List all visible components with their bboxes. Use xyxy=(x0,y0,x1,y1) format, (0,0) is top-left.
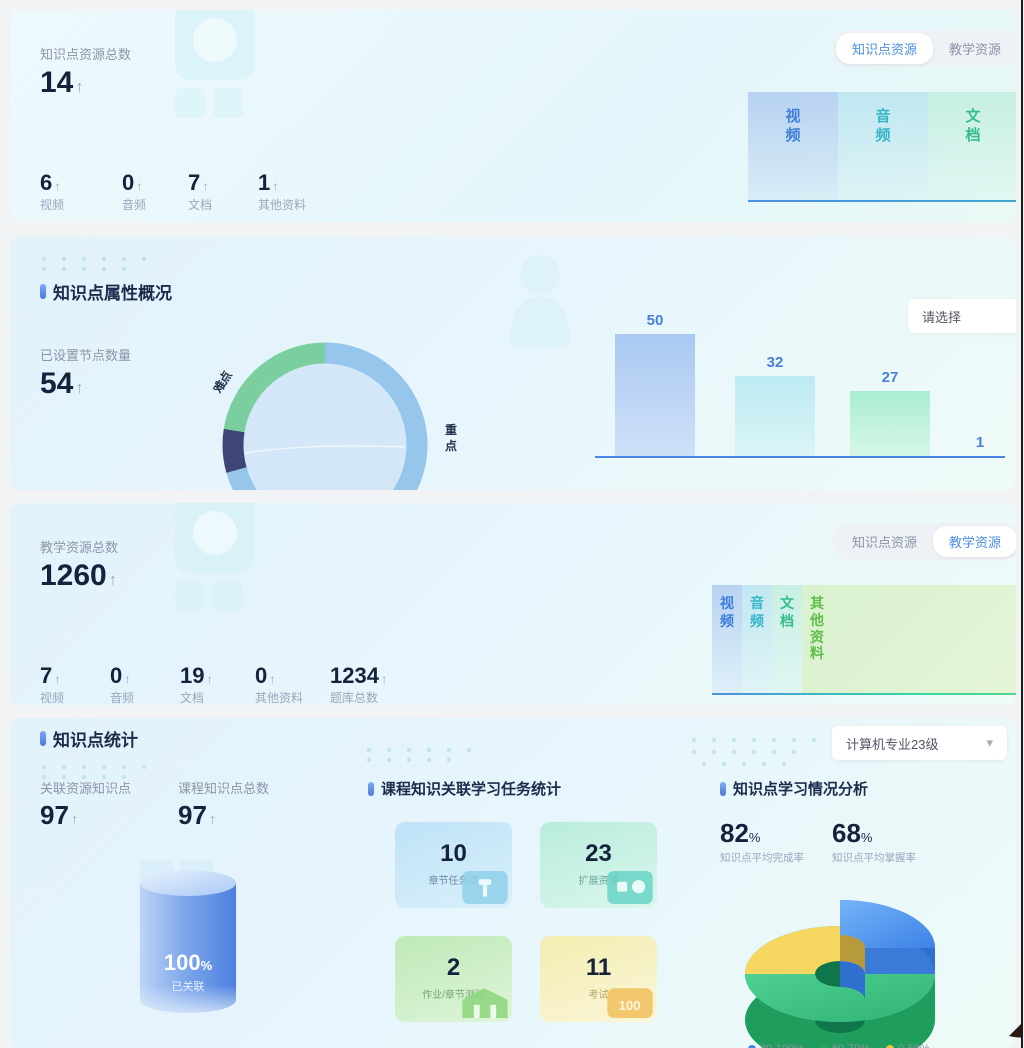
svg-text:已关联: 已关联 xyxy=(172,979,205,993)
svg-text:32: 32 xyxy=(767,354,784,371)
svg-text:27: 27 xyxy=(882,369,899,386)
svg-text:1: 1 xyxy=(976,434,984,451)
svg-text:100: 100 xyxy=(619,998,641,1013)
svg-text:50: 50 xyxy=(647,312,664,329)
